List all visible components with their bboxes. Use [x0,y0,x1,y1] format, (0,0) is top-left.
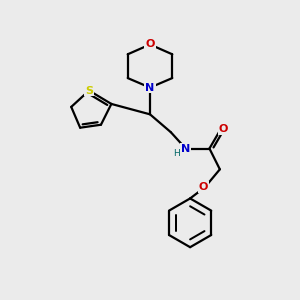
Text: S: S [85,85,93,96]
Text: N: N [181,143,190,154]
Text: O: O [145,40,155,50]
Text: O: O [219,124,228,134]
Text: H: H [173,149,179,158]
Text: N: N [146,82,154,93]
Text: O: O [199,182,208,192]
